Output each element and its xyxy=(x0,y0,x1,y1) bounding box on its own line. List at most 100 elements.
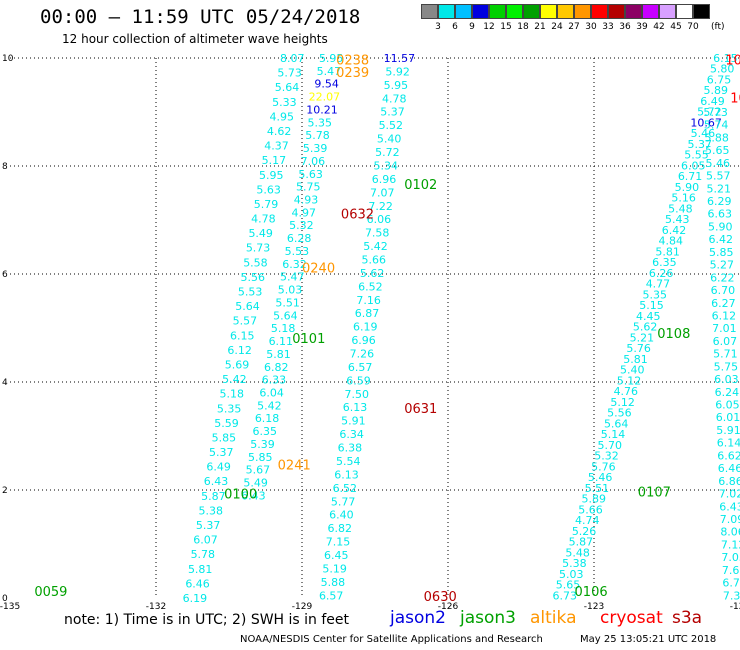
mission-jason2: jason2 xyxy=(390,608,446,628)
mission-jason3: jason3 xyxy=(460,608,516,628)
chart-title: 00:00 – 11:59 UTC 05/24/2018 xyxy=(40,6,361,28)
swh-value: 7.16 xyxy=(356,294,381,307)
swh-value: 6.40 xyxy=(329,509,354,522)
swh-value: 6.45 xyxy=(324,549,349,562)
scale-swatch xyxy=(506,4,523,19)
swh-value: 5.18 xyxy=(271,322,296,335)
swh-value: 6.15 xyxy=(230,329,255,342)
scale-swatch xyxy=(472,4,489,19)
swh-value: 6.12 xyxy=(712,309,737,322)
swh-value: 6.35 xyxy=(652,256,677,269)
swh-value: 6.42 xyxy=(709,233,734,246)
swh-value: 5.35 xyxy=(642,288,667,301)
swh-value: 5.46 xyxy=(691,127,716,140)
scale-label: 27 xyxy=(568,22,580,32)
swh-value: 6.82 xyxy=(327,522,352,535)
swh-value: 6.49 xyxy=(206,461,231,474)
swh-value: 6.13 xyxy=(334,468,359,481)
swh-value: 5.37 xyxy=(380,106,405,119)
pass-time-label: 0100 xyxy=(224,488,257,503)
swh-value: 5.80 xyxy=(710,63,735,76)
swh-value: 7.26 xyxy=(350,348,375,361)
swh-value: 6.52 xyxy=(358,280,383,293)
scale-label: 15 xyxy=(500,22,512,32)
swh-value: 6.86 xyxy=(718,475,740,488)
swh-value: 5.18 xyxy=(220,388,245,401)
swh-value: 6.03 xyxy=(714,373,739,386)
swh-value: 5.66 xyxy=(362,253,387,266)
swh-value: 5.81 xyxy=(623,353,648,366)
swh-value: 6.46 xyxy=(185,577,210,590)
scale-swatch xyxy=(574,4,591,19)
swh-value: 6.96 xyxy=(372,173,397,186)
swh-value: 5.35 xyxy=(217,402,242,415)
swh-value: 5.52 xyxy=(379,119,404,132)
swh-value: 10.21 xyxy=(306,103,338,116)
swh-value: 5.81 xyxy=(655,245,680,258)
swh-value: 7.06 xyxy=(301,155,326,168)
swh-value: 5.73 xyxy=(277,67,302,80)
swh-value: 11.57 xyxy=(384,52,416,65)
swh-value: 7.30 xyxy=(723,589,740,602)
swh-value: 5.32 xyxy=(594,450,619,463)
swh-value: 5.76 xyxy=(591,460,616,473)
swh-value: 5.73 xyxy=(703,106,728,119)
swh-value: 5.78 xyxy=(305,129,330,142)
swh-value: 5.85 xyxy=(709,246,734,259)
swh-value: 5.62 xyxy=(633,321,658,334)
chart-subtitle: 12 hour collection of altimeter wave hei… xyxy=(62,32,328,46)
mission-s3a: s3a xyxy=(672,608,703,628)
swh-value: 5.81 xyxy=(266,348,291,361)
swh-value: 7.09 xyxy=(720,513,740,526)
swh-value: 5.85 xyxy=(212,431,237,444)
swh-value: 6.26 xyxy=(649,267,674,280)
swh-value: 5.58 xyxy=(243,256,268,269)
swh-value: 7.22 xyxy=(368,200,393,213)
swh-value: 5.92 xyxy=(385,65,410,78)
swh-value: 5.42 xyxy=(222,373,247,386)
swh-value: 6.07 xyxy=(713,335,738,348)
swh-value: 5.59 xyxy=(214,417,239,430)
swh-value: 5.79 xyxy=(254,198,279,211)
swh-value: 6.15 xyxy=(713,52,738,65)
swh-value: 5.43 xyxy=(665,213,690,226)
pass-time-label: 1055 xyxy=(730,92,740,107)
generated-timestamp: May 25 13:05:21 UTC 2018 xyxy=(580,634,717,645)
pass-time-label: 0632 xyxy=(341,208,374,223)
swh-value: 6.63 xyxy=(708,208,733,221)
swh-value: 5.78 xyxy=(191,548,216,561)
scale-swatch xyxy=(540,4,557,19)
y-tick-label: 8 xyxy=(2,162,8,172)
swh-value: 5.03 xyxy=(278,284,303,297)
swh-value: 5.27 xyxy=(710,259,735,272)
swh-value: 6.29 xyxy=(707,195,732,208)
swh-value: 6.73 xyxy=(553,589,578,602)
scale-label: 70 xyxy=(687,22,699,32)
pass-time-label: 0240 xyxy=(302,262,335,277)
pass-time-label: 0238 xyxy=(336,54,369,69)
swh-value: 6.05 xyxy=(681,159,706,172)
swh-value: 5.91 xyxy=(341,415,366,428)
swh-value: 5.64 xyxy=(235,300,260,313)
swh-value: 5.40 xyxy=(377,133,402,146)
swh-value: 5.32 xyxy=(289,219,314,232)
swh-value: 22.07 xyxy=(309,91,341,104)
swh-value: 6.38 xyxy=(338,442,363,455)
swh-value: 6.49 xyxy=(700,95,725,108)
swh-value: 6.14 xyxy=(717,437,740,450)
swh-value: 4.78 xyxy=(251,213,276,226)
swh-value: 5.81 xyxy=(188,563,213,576)
swh-value: 5.53 xyxy=(285,245,310,258)
swh-value: 8.06 xyxy=(720,526,740,539)
swh-value: 6.59 xyxy=(346,374,371,387)
swh-value: 5.69 xyxy=(225,358,250,371)
scale-label: 21 xyxy=(534,22,546,32)
swh-value: 7.58 xyxy=(365,227,390,240)
swh-value: 5.74 xyxy=(704,119,729,132)
swh-value: 5.33 xyxy=(272,96,297,109)
swh-value: 5.64 xyxy=(275,81,300,94)
swh-value: 10.67 xyxy=(690,116,722,129)
swh-value: 5.12 xyxy=(610,396,635,409)
scale-label: 9 xyxy=(469,22,475,32)
